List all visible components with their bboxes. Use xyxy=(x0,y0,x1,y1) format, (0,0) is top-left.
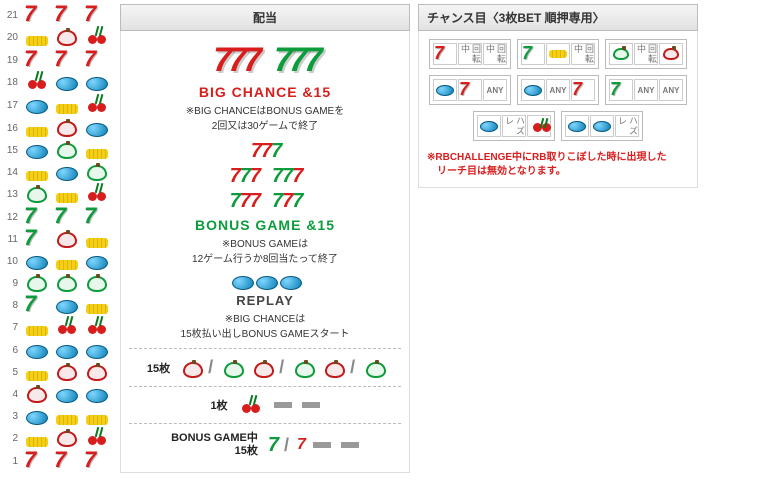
chance-warning: ※RBCHALLENGE中にRB取りこぼした時に出現した リーチ目は無効となりま… xyxy=(427,151,689,179)
chance-box: 回転中 xyxy=(605,39,687,69)
reel-row: 9 xyxy=(4,272,112,294)
reel-row: 19 xyxy=(4,49,112,71)
chance-panel: チャンス目〈3枚BET 順押専用〉 回転中回転中回転中回転中ANYANYANYA… xyxy=(418,4,698,473)
bonus-game-title: BONUS GAME &15 xyxy=(129,217,401,233)
reel-table-panel: 212019181716151413121110987654321 xyxy=(4,4,112,473)
reel-row: 11 xyxy=(4,228,112,250)
reel-row: 12 xyxy=(4,206,112,228)
big-chance-sub: ※BIG CHANCEはBONUS GAMEを2回又は30ゲームで終了 xyxy=(129,102,401,132)
chance-box: ANY xyxy=(429,75,511,105)
payout-panel: 配当 777 777 BIG CHANCE &15 ※BIG CHANCEはBO… xyxy=(120,4,410,473)
reel-row: 14 xyxy=(4,161,112,183)
chance-box: ハズレ xyxy=(561,111,643,141)
chance-header: チャンス目〈3枚BET 順押専用〉 xyxy=(418,4,698,31)
chance-box: ANY xyxy=(517,75,599,105)
reel-table: 212019181716151413121110987654321 xyxy=(4,4,112,472)
reel-row: 17 xyxy=(4,94,112,117)
payline-15: 15枚 / / / xyxy=(129,357,401,378)
payline-bonus: BONUS GAME中15枚 7/7 xyxy=(129,432,401,458)
chance-box: ハズレ xyxy=(473,111,555,141)
reel-row: 4 xyxy=(4,383,112,405)
reel-row: 8 xyxy=(4,294,112,316)
replay-row xyxy=(129,273,401,287)
reel-row: 6 xyxy=(4,339,112,361)
big-777-row: 777 777 xyxy=(129,41,401,80)
payout-header: 配当 xyxy=(120,4,410,31)
chance-box: ANYANY xyxy=(605,75,687,105)
reel-row: 5 xyxy=(4,361,112,383)
reel-row: 10 xyxy=(4,250,112,272)
chance-boxes: 回転中回転中回転中回転中ANYANYANYANYハズレハズレ xyxy=(427,39,689,141)
reel-row: 1 xyxy=(4,450,112,472)
replay-title: REPLAY xyxy=(129,293,401,308)
chance-box: 回転中 xyxy=(517,39,599,69)
chance-box: 回転中回転中 xyxy=(429,39,511,69)
payline-1: 1枚 xyxy=(129,395,401,415)
reel-row: 3 xyxy=(4,405,112,427)
reel-row: 16 xyxy=(4,117,112,139)
reel-row: 7 xyxy=(4,316,112,339)
reel-row: 15 xyxy=(4,139,112,161)
big-chance-title: BIG CHANCE &15 xyxy=(129,84,401,100)
reel-row: 18 xyxy=(4,71,112,94)
reel-row: 21 xyxy=(4,4,112,26)
